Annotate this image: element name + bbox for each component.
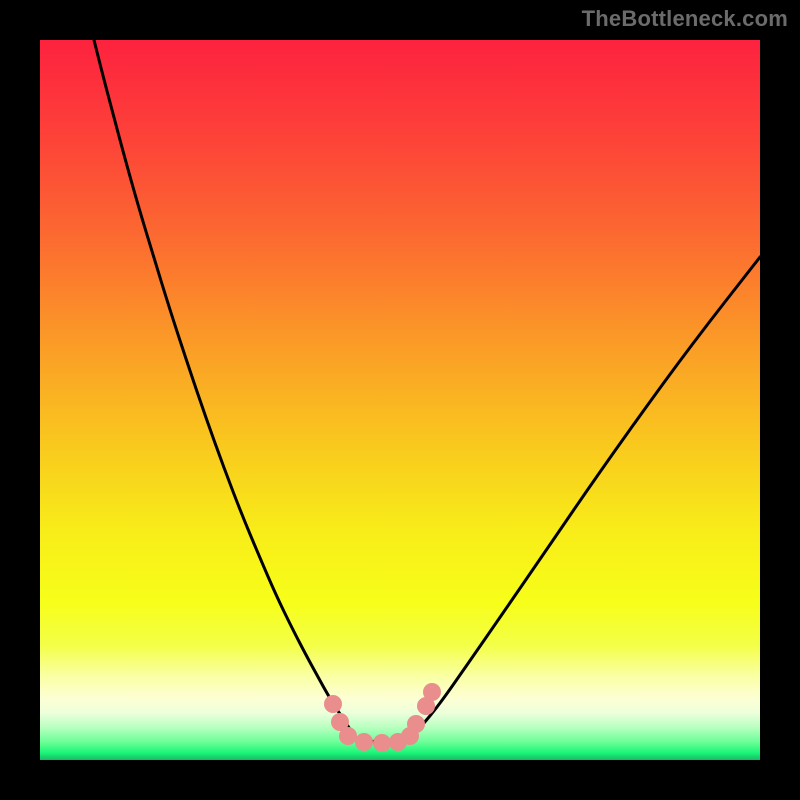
plot-area (40, 40, 760, 760)
marker-point (423, 683, 441, 701)
marker-point (407, 715, 425, 733)
marker-point (339, 727, 357, 745)
marker-point (324, 695, 342, 713)
watermark-text: TheBottleneck.com (582, 6, 788, 32)
plot-svg (40, 40, 760, 760)
chart-frame: TheBottleneck.com (0, 0, 800, 800)
marker-point (373, 734, 391, 752)
marker-point (355, 733, 373, 751)
